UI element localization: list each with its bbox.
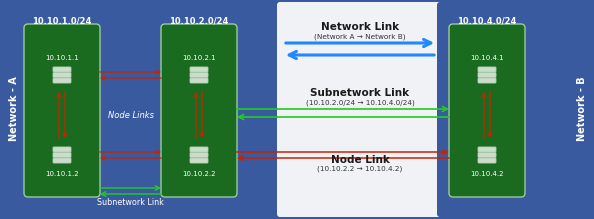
FancyBboxPatch shape (478, 78, 496, 83)
Text: (Network A → Network B): (Network A → Network B) (314, 33, 406, 39)
Text: Network - B: Network - B (577, 77, 587, 141)
FancyBboxPatch shape (53, 147, 71, 152)
FancyBboxPatch shape (437, 2, 592, 217)
Text: 10.10.2.0/24: 10.10.2.0/24 (169, 16, 229, 25)
FancyBboxPatch shape (277, 2, 441, 217)
FancyBboxPatch shape (190, 78, 208, 83)
Text: 10.10.1.1: 10.10.1.1 (45, 55, 79, 61)
Text: Network Link: Network Link (321, 22, 399, 32)
Text: 10.10.4.2: 10.10.4.2 (470, 171, 504, 177)
Text: 10.10.2.2: 10.10.2.2 (182, 171, 216, 177)
Text: 10.10.1.2: 10.10.1.2 (45, 171, 79, 177)
FancyBboxPatch shape (24, 24, 100, 197)
FancyBboxPatch shape (53, 158, 71, 163)
Text: (10.10.2.2 → 10.10.4.2): (10.10.2.2 → 10.10.4.2) (317, 166, 403, 173)
FancyBboxPatch shape (478, 67, 496, 72)
Text: 10.10.1.0/24: 10.10.1.0/24 (32, 16, 91, 25)
FancyBboxPatch shape (190, 158, 208, 163)
FancyBboxPatch shape (478, 72, 496, 78)
FancyBboxPatch shape (53, 72, 71, 78)
FancyBboxPatch shape (478, 158, 496, 163)
FancyBboxPatch shape (190, 72, 208, 78)
Text: Node Link: Node Link (331, 155, 390, 165)
Text: Subnetwork Link: Subnetwork Link (311, 88, 409, 98)
Text: Network - A: Network - A (9, 77, 19, 141)
FancyBboxPatch shape (478, 152, 496, 157)
FancyBboxPatch shape (53, 67, 71, 72)
Text: (10.10.2.0/24 → 10.10.4.0/24): (10.10.2.0/24 → 10.10.4.0/24) (306, 99, 415, 106)
FancyBboxPatch shape (190, 147, 208, 152)
Text: 10.10.2.1: 10.10.2.1 (182, 55, 216, 61)
Text: Subnetwork Link: Subnetwork Link (97, 198, 164, 207)
FancyBboxPatch shape (449, 24, 525, 197)
Text: 10.10.4.1: 10.10.4.1 (470, 55, 504, 61)
Text: Node Links: Node Links (108, 111, 153, 120)
Text: 10.10.4.0/24: 10.10.4.0/24 (457, 16, 517, 25)
FancyBboxPatch shape (478, 147, 496, 152)
FancyBboxPatch shape (53, 152, 71, 157)
FancyBboxPatch shape (161, 24, 237, 197)
FancyBboxPatch shape (53, 78, 71, 83)
FancyBboxPatch shape (2, 2, 281, 217)
FancyBboxPatch shape (190, 152, 208, 157)
FancyBboxPatch shape (190, 67, 208, 72)
